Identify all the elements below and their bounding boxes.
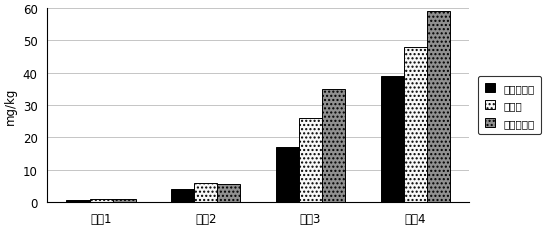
Bar — [276, 147, 299, 202]
Bar — [113, 199, 136, 202]
Bar — [380, 77, 404, 202]
Bar — [194, 183, 217, 202]
Bar — [299, 119, 322, 202]
Y-axis label: mg/kg: mg/kg — [4, 87, 17, 124]
Bar — [66, 201, 89, 202]
Bar — [171, 189, 194, 202]
Bar — [89, 199, 113, 202]
Bar — [322, 90, 345, 202]
Bar — [427, 12, 450, 202]
Bar — [217, 185, 240, 202]
Bar — [404, 48, 427, 202]
Legend: 乙酰甲胺磷, 三唑磷, 甲基对硫磷: 乙酰甲胺磷, 三唑磷, 甲基对硫磷 — [479, 77, 541, 134]
